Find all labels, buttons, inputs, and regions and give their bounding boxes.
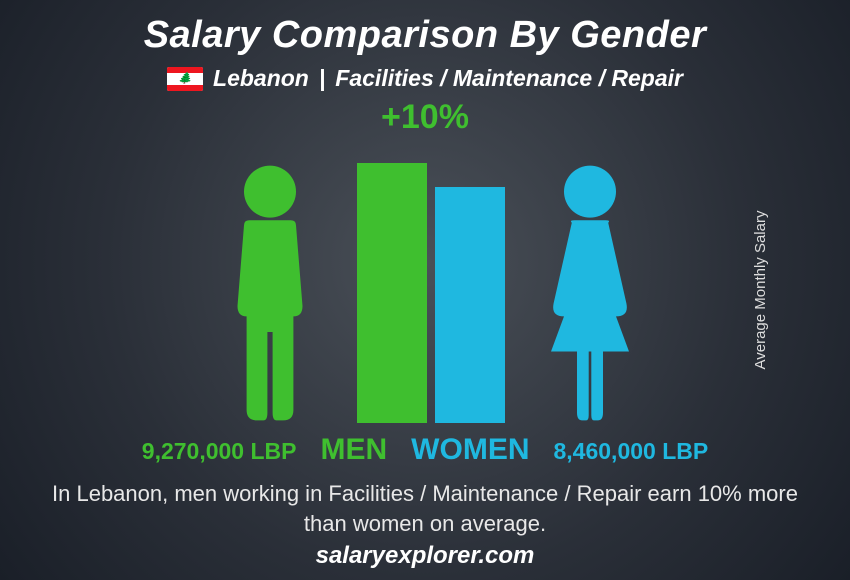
salary-men: 9,270,000 LBP <box>142 438 297 465</box>
bar-women <box>435 187 505 423</box>
footer-brand: salaryexplorer.com <box>0 542 850 570</box>
person-women-icon <box>525 163 655 423</box>
subtitle-separator: | <box>319 65 325 92</box>
person-men-icon <box>205 163 335 423</box>
description-text: In Lebanon, men working in Facilities / … <box>50 479 800 538</box>
salary-women: 8,460,000 LBP <box>554 438 709 465</box>
subtitle: 🌲 Lebanon | Facilities / Maintenance / R… <box>0 65 850 92</box>
yaxis-label: Average Monthly Salary <box>752 211 769 370</box>
labels-row: 9,270,000 LBP MEN WOMEN 8,460,000 LBP <box>0 433 850 467</box>
percent-difference-label: +10% <box>0 98 850 137</box>
page-title: Salary Comparison By Gender <box>0 0 850 57</box>
chart-area <box>75 143 775 423</box>
subtitle-country: Lebanon <box>213 65 309 92</box>
label-women: WOMEN <box>411 433 529 467</box>
subtitle-industry: Facilities / Maintenance / Repair <box>335 65 683 92</box>
bar-men <box>357 163 427 423</box>
label-men: MEN <box>321 433 388 467</box>
flag-lebanon-icon: 🌲 <box>167 67 203 91</box>
